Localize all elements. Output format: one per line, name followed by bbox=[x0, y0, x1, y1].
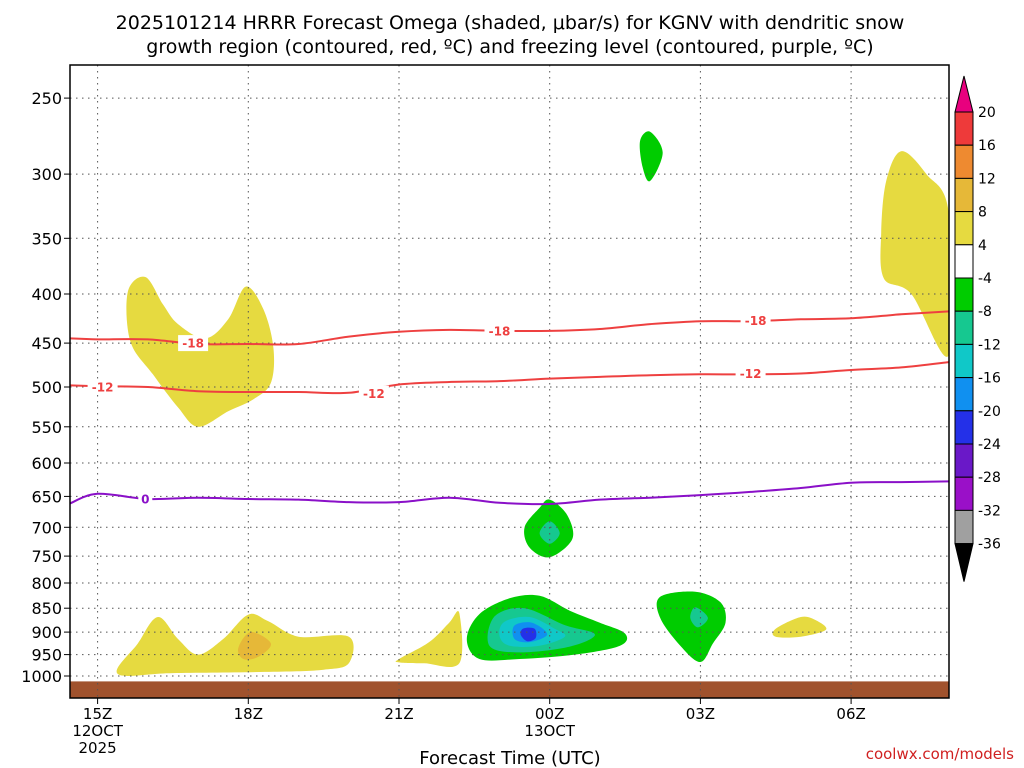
colorbar-tick-label: -4 bbox=[978, 271, 992, 287]
y-tick-label: 800 bbox=[31, 574, 62, 593]
colorbar-tick-label: 16 bbox=[978, 138, 996, 154]
x-tick-label: 13OCT bbox=[524, 722, 575, 740]
x-tick-label: 2025 bbox=[79, 739, 117, 757]
colorbar-tick-label: -16 bbox=[978, 371, 1001, 387]
x-axis-label: Forecast Time (UTC) bbox=[419, 748, 600, 768]
colorbar-tick-label: -32 bbox=[978, 503, 1001, 519]
omega-region-13 bbox=[690, 607, 708, 628]
omega-region-1 bbox=[126, 276, 275, 427]
contour-label: -18 bbox=[489, 324, 511, 338]
credit-link[interactable]: coolwx.com/models bbox=[866, 745, 1014, 763]
omega-region-9 bbox=[520, 627, 537, 642]
chart-title-line1: 2025101214 HRRR Forecast Omega (shaded, … bbox=[116, 12, 905, 34]
x-tick-label: 18Z bbox=[234, 705, 263, 723]
contour-label-bg bbox=[87, 379, 118, 395]
contour-label: -12 bbox=[92, 381, 114, 395]
x-tick-label: 15Z bbox=[83, 705, 112, 723]
colorbar-tick-label: 20 bbox=[978, 105, 996, 121]
contour-label: -18 bbox=[182, 337, 204, 351]
colorbar: 20 16 12 8 4 -4 -8 -12 -16 -20 -24 -28 -32 -36 bbox=[954, 75, 1001, 582]
y-tick-label: 250 bbox=[31, 89, 62, 108]
omega-region-16 bbox=[880, 151, 949, 357]
y-tick-label: 850 bbox=[31, 599, 62, 618]
colorbar-swatch bbox=[954, 244, 974, 279]
contour-label: -18 bbox=[745, 314, 767, 328]
colorbar-swatch bbox=[954, 211, 974, 246]
colorbar-tick-label: -12 bbox=[978, 337, 1001, 353]
contour-label-bg bbox=[358, 385, 389, 402]
omega-region-15 bbox=[772, 616, 827, 638]
contour-label: -12 bbox=[740, 367, 762, 381]
colorbar-swatch bbox=[954, 476, 974, 511]
colorbar-swatch bbox=[954, 410, 974, 445]
contour-label-bg bbox=[735, 365, 766, 382]
y-tick-label: 750 bbox=[31, 547, 62, 566]
y-tick-label: 350 bbox=[31, 229, 62, 248]
contour-label: 0 bbox=[141, 493, 149, 507]
y-tick-label: 500 bbox=[31, 378, 62, 397]
contour-label-bg bbox=[138, 491, 153, 507]
y-tick-label: 300 bbox=[31, 165, 62, 184]
colorbar-bottom-arrow bbox=[954, 543, 974, 582]
contour-label-bg bbox=[740, 312, 771, 329]
omega-region-2 bbox=[116, 613, 354, 676]
colorbar-swatch bbox=[954, 277, 974, 312]
omega-region-4 bbox=[395, 611, 463, 668]
y-tick-label: 600 bbox=[31, 454, 62, 473]
colorbar-swatch bbox=[954, 310, 974, 345]
y-axis-ticks: 250 300 350 400 450 500 550 600 650 700 750 800 850 9… bbox=[21, 89, 70, 686]
plot-frame bbox=[69, 64, 950, 699]
y-tick-label: 550 bbox=[31, 418, 62, 437]
omega-region-14 bbox=[639, 131, 663, 182]
y-tick-label: 400 bbox=[31, 285, 62, 304]
omega-region-12 bbox=[656, 591, 726, 663]
colorbar-tick-label: 8 bbox=[978, 205, 987, 221]
x-tick-label: 06Z bbox=[836, 705, 865, 723]
x-tick-label: 03Z bbox=[686, 705, 715, 723]
grid-lines bbox=[70, 65, 949, 698]
contour-line-3 bbox=[70, 480, 949, 506]
temperature-contours: -18 -18 -18 -12 -12 -12 0 bbox=[70, 310, 949, 507]
omega-shaded-regions bbox=[116, 131, 949, 676]
colorbar-tick-label: -20 bbox=[978, 404, 1001, 420]
contour-label-bg bbox=[178, 335, 209, 352]
y-tick-label: 450 bbox=[31, 334, 62, 353]
colorbar-swatch bbox=[954, 177, 974, 213]
y-tick-label: 950 bbox=[31, 646, 62, 665]
colorbar-tick-label: 12 bbox=[978, 171, 996, 187]
contour-label-bg bbox=[484, 322, 515, 339]
x-tick-label: 21Z bbox=[384, 705, 413, 723]
colorbar-swatch bbox=[954, 343, 974, 379]
colorbar-swatch bbox=[954, 111, 974, 146]
colorbar-tick-label: -28 bbox=[978, 470, 1001, 486]
x-tick-label: 00Z bbox=[535, 705, 564, 723]
colorbar-tick-label: -8 bbox=[978, 304, 992, 320]
colorbar-tick-label: -36 bbox=[978, 537, 1001, 553]
omega-region-3 bbox=[237, 632, 272, 660]
y-tick-label: 1000 bbox=[21, 667, 62, 686]
contour-label: -12 bbox=[363, 387, 385, 401]
colorbar-swatch bbox=[954, 443, 974, 478]
colorbar-swatch bbox=[954, 509, 974, 545]
contour-line-2 bbox=[70, 361, 949, 395]
colorbar-swatch bbox=[954, 144, 974, 179]
y-tick-label: 650 bbox=[31, 487, 62, 506]
colorbar-swatch bbox=[954, 377, 974, 412]
chart-title-line2: growth region (contoured, red, ºC) and f… bbox=[146, 36, 873, 58]
colorbar-tick-label: -24 bbox=[978, 437, 1001, 453]
x-tick-label: 12OCT bbox=[72, 722, 123, 740]
colorbar-tick-label: 4 bbox=[978, 238, 987, 254]
ground-surface-band bbox=[70, 681, 949, 698]
y-tick-label: 700 bbox=[31, 518, 62, 537]
y-tick-label: 900 bbox=[31, 623, 62, 642]
colorbar-top-arrow bbox=[954, 75, 974, 113]
